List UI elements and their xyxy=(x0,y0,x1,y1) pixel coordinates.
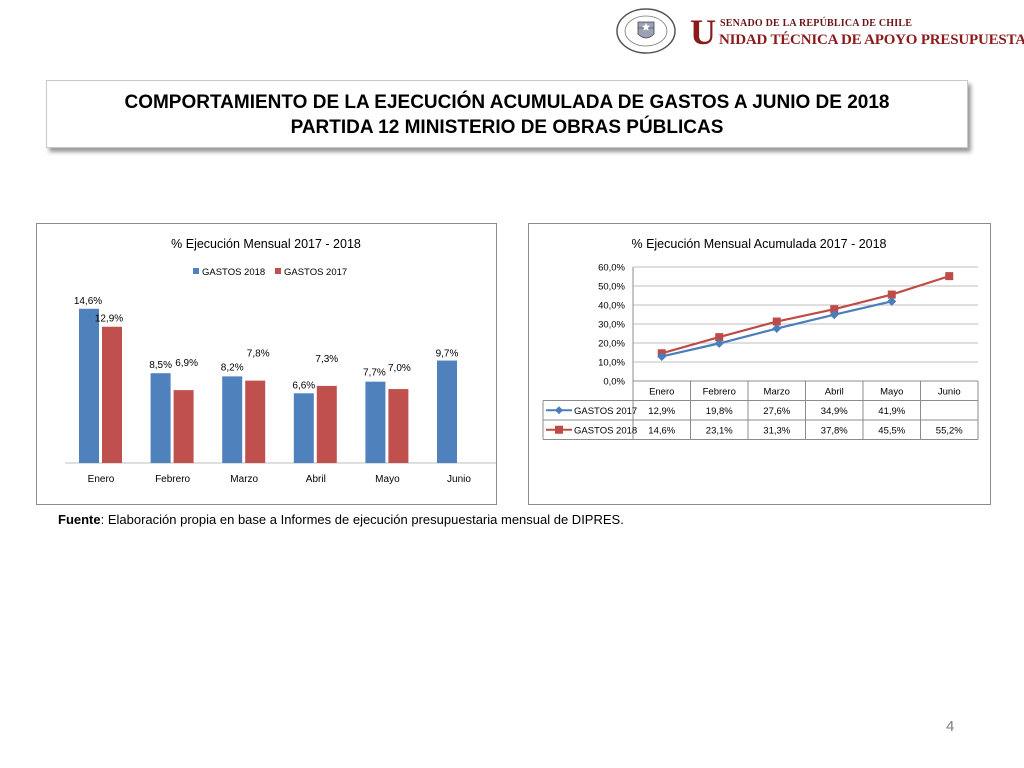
legend-label-0: GASTOS 2017 xyxy=(574,406,637,417)
line-chart: % Ejecución Mensual Acumulada 2017 - 201… xyxy=(542,237,979,440)
series-line-gastos-2018 xyxy=(661,275,950,355)
logo-title: NIDAD TÉCNICA DE APOYO PRESUPUESTARIO xyxy=(719,32,1024,48)
data-point-2018 xyxy=(772,317,781,326)
bar-2017-febrero xyxy=(173,390,194,463)
table-cell: 37,8% xyxy=(821,426,848,437)
bar-2018-marzo xyxy=(222,376,243,463)
senate-seal-logo xyxy=(616,8,676,54)
data-label: 7,3% xyxy=(315,354,338,365)
y-tick-label: 50,0% xyxy=(598,282,625,293)
x-tick-label: Enero xyxy=(88,474,115,485)
title-box: COMPORTAMIENTO DE LA EJECUCIÓN ACUMULADA… xyxy=(46,80,968,148)
logo-subtitle: SENADO DE LA REPÚBLICA DE CHILE xyxy=(720,18,913,29)
page-subtitle: PARTIDA 12 MINISTERIO DE OBRAS PÚBLICAS xyxy=(290,117,724,138)
bar-2018-mayo xyxy=(365,381,386,463)
legend-label-1: GASTOS 2018 xyxy=(574,426,637,437)
x-tick-label: Junio xyxy=(447,474,471,485)
legend-label-1: GASTOS 2017 xyxy=(284,267,347,278)
x-tick-label: Junio xyxy=(938,387,961,398)
chart-title: % Ejecución Mensual 2017 - 2018 xyxy=(171,237,361,251)
x-tick-label: Febrero xyxy=(155,474,190,485)
bar-2017-enero xyxy=(102,326,122,463)
data-point-2018 xyxy=(830,305,839,314)
y-tick-label: 60,0% xyxy=(598,263,625,274)
bar-2017-mayo xyxy=(388,389,409,463)
data-point-2018 xyxy=(715,333,724,342)
source-label: Fuente xyxy=(58,512,101,527)
x-tick-label: Mayo xyxy=(375,474,400,485)
data-point-2017 xyxy=(772,324,782,334)
data-label: 6,6% xyxy=(292,380,315,391)
data-point-2017 xyxy=(714,338,724,348)
x-tick-label: Abril xyxy=(825,387,844,398)
source-text: : Elaboración propia en base a Informes … xyxy=(100,512,624,527)
table-cell: 45,5% xyxy=(878,426,905,437)
y-tick-label: 30,0% xyxy=(598,320,625,331)
data-point-2017 xyxy=(829,310,839,320)
legend-swatch-0 xyxy=(193,268,199,274)
data-label: 7,0% xyxy=(388,363,411,374)
y-tick-label: 20,0% xyxy=(598,339,625,350)
bar-chart-frame: % Ejecución Mensual 2017 - 2018 GASTOS 20… xyxy=(36,223,497,505)
bar-2018-febrero xyxy=(150,373,171,463)
legend-swatch-1 xyxy=(275,268,281,274)
legend-key-marker xyxy=(555,425,563,434)
bar-2018-enero xyxy=(79,308,99,463)
page-number: 4 xyxy=(946,718,955,735)
bar-2018-junio xyxy=(437,360,457,463)
line-chart-frame: % Ejecución Mensual Acumulada 2017 - 201… xyxy=(528,223,991,505)
x-tick-label: Mayo xyxy=(880,387,903,398)
data-label: 9,7% xyxy=(436,349,459,360)
data-point-2018 xyxy=(887,290,896,299)
bar-2017-abril xyxy=(316,385,337,463)
x-tick-label: Febrero xyxy=(703,387,736,398)
y-tick-label: 0,0% xyxy=(603,377,625,388)
legend-key-marker xyxy=(555,406,563,415)
table-cell: 55,2% xyxy=(936,426,963,437)
table-cell: 27,6% xyxy=(763,406,790,417)
x-tick-label: Enero xyxy=(649,387,674,398)
data-point-2018 xyxy=(945,272,954,281)
data-label: 8,5% xyxy=(149,360,172,371)
x-tick-label: Marzo xyxy=(764,387,790,398)
x-tick-label: Abril xyxy=(306,474,326,485)
data-label: 12,9% xyxy=(95,314,123,325)
y-tick-label: 40,0% xyxy=(598,301,625,312)
logo-initial: U xyxy=(690,12,716,52)
page-title: COMPORTAMIENTO DE LA EJECUCIÓN ACUMULADA… xyxy=(124,92,890,113)
table-cell: 34,9% xyxy=(821,406,848,417)
chart-title: % Ejecución Mensual Acumulada 2017 - 201… xyxy=(631,237,886,251)
table-cell: 31,3% xyxy=(763,426,790,437)
data-label: 7,8% xyxy=(247,349,270,360)
data-point-2017 xyxy=(887,296,897,306)
data-label: 14,6% xyxy=(74,296,102,307)
table-cell: 41,9% xyxy=(878,406,905,417)
table-cell: 12,9% xyxy=(648,406,675,417)
table-cell: 19,8% xyxy=(706,406,733,417)
bar-2018-abril xyxy=(293,393,314,463)
x-tick-label: Marzo xyxy=(230,474,258,485)
source-note: Fuente: Elaboración propia en base a Inf… xyxy=(58,512,624,527)
data-label: 7,7% xyxy=(363,368,386,379)
table-cell: 23,1% xyxy=(706,426,733,437)
data-point-2017 xyxy=(657,351,667,361)
data-label: 8,2% xyxy=(221,362,244,373)
bar-2017-marzo xyxy=(245,380,266,463)
legend-label-0: GASTOS 2018 xyxy=(202,267,265,278)
y-tick-label: 10,0% xyxy=(598,358,625,369)
table-cell: 14,6% xyxy=(648,426,675,437)
bar-chart: % Ejecución Mensual 2017 - 2018 GASTOS 20… xyxy=(65,237,496,485)
data-label: 6,9% xyxy=(175,358,198,369)
